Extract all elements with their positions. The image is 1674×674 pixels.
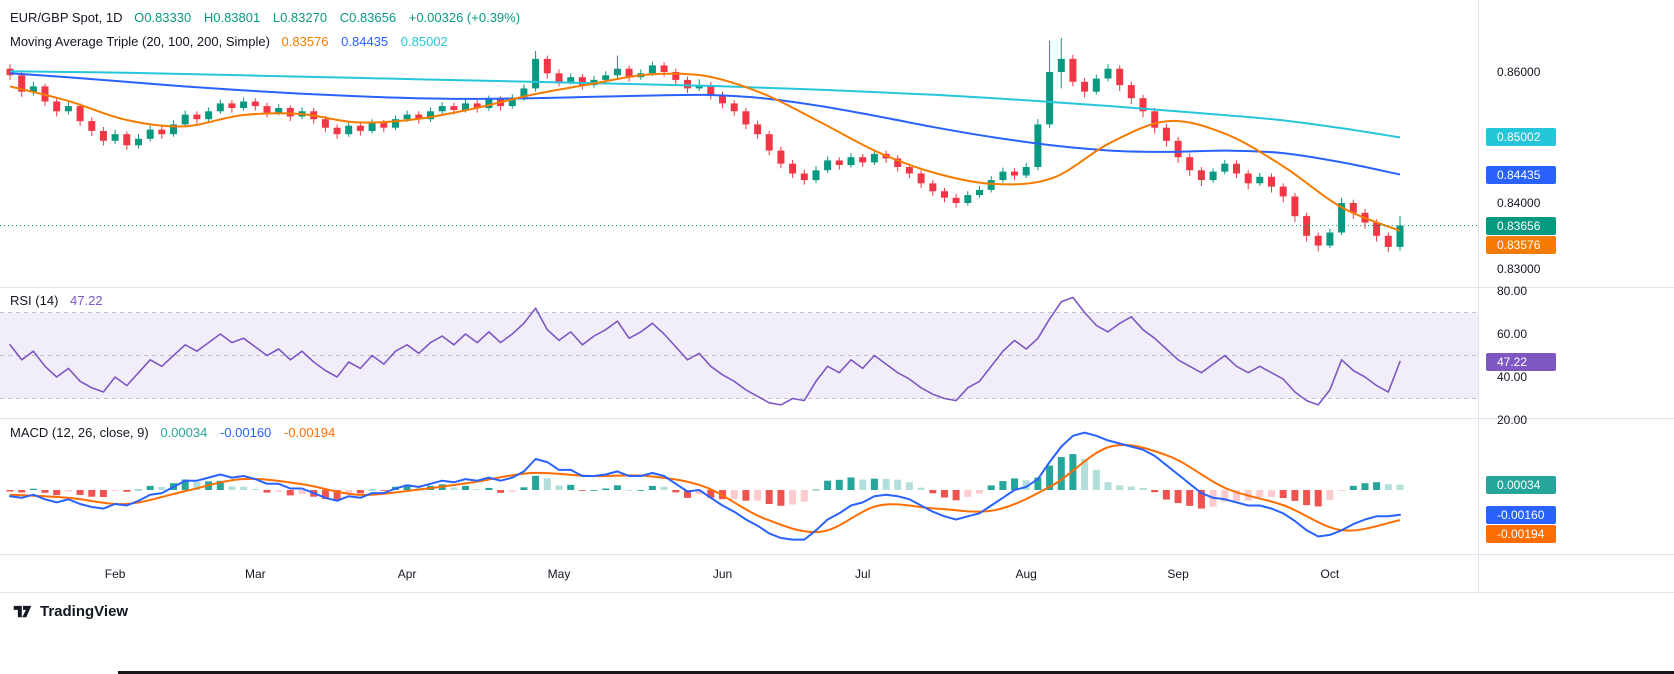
rsi-axis-label: 40.00 — [1497, 370, 1528, 384]
tradingview-logo[interactable]: TradingView — [12, 601, 128, 622]
price-change: +0.00326 (+0.39%) — [408, 10, 521, 25]
price-badge-ma100: 0.84435 — [1486, 165, 1556, 184]
symbol-legend: EUR/GBP Spot, 1D O0.83330 H0.83801 L0.83… — [10, 10, 529, 49]
price-badge-candle_up: 0.83656 — [1486, 216, 1556, 235]
macd-histogram-value: 0.00034 — [160, 425, 208, 440]
rsi-indicator-title[interactable]: RSI (14) — [10, 293, 59, 308]
chart-bottom-border — [0, 592, 1674, 593]
ma-indicator-title[interactable]: Moving Average Triple (20, 100, 200, Sim… — [10, 34, 270, 49]
rsi-legend: RSI (14) 47.22 — [10, 293, 112, 308]
time-axis-label-oct: Oct — [1320, 567, 1340, 581]
rsi-axis-label: 20.00 — [1497, 413, 1528, 427]
time-axis-label-may: May — [547, 567, 571, 581]
price-axis-label: 0.84000 — [1497, 196, 1541, 210]
tradingview-logo-text: TradingView — [40, 603, 129, 620]
time-axis-label-feb: Feb — [104, 567, 126, 581]
time-axis-label-mar: Mar — [244, 567, 266, 581]
rsi-badge: 47.22 — [1486, 352, 1556, 371]
macd-badge-hist_up: 0.00034 — [1486, 475, 1556, 494]
time-axis-label-sep: Sep — [1167, 567, 1189, 581]
ma200-value: 0.85002 — [400, 34, 448, 49]
ohlc-close: C0.83656 — [339, 10, 397, 25]
ohlc-low: L0.83270 — [272, 10, 328, 25]
price-axis-label: 0.83000 — [1497, 261, 1541, 276]
panel-divider-main-rsi — [0, 287, 1674, 288]
rsi-value: 47.22 — [70, 293, 103, 308]
macd-signal-value: -0.00194 — [283, 425, 336, 440]
price-badge-ma20: 0.83576 — [1486, 235, 1556, 254]
rsi-axis-label: 60.00 — [1497, 327, 1528, 341]
price-axis[interactable]: 0.86000 0.84000 0.83000 0.85002 0.84435 0.836… — [1478, 0, 1674, 592]
macd-badge-macd_line: -0.00160 — [1486, 505, 1556, 524]
symbol-title[interactable]: EUR/GBP Spot, 1D — [10, 10, 123, 25]
tradingview-logo-icon — [13, 605, 32, 618]
panel-divider-rsi-macd — [0, 418, 1674, 419]
time-axis-label-jul: Jul — [855, 567, 871, 581]
time-axis[interactable]: Feb Mar Apr May Jun Jul Aug Sep Oct — [0, 554, 1478, 592]
price-axis-border — [1478, 0, 1479, 592]
panel-divider-macd-time — [0, 554, 1674, 555]
macd-legend: MACD (12, 26, close, 9) 0.00034 -0.00160… — [10, 425, 344, 440]
bottom-divider — [118, 671, 1674, 674]
rsi-panel-canvas[interactable] — [0, 287, 1478, 418]
macd-line-value: -0.00160 — [219, 425, 272, 440]
ma100-value: 0.84435 — [341, 34, 389, 49]
macd-badge-macd_signal: -0.00194 — [1486, 524, 1556, 543]
time-axis-label-apr: Apr — [397, 567, 417, 581]
ma20-value: 0.83576 — [281, 34, 329, 49]
macd-panel-canvas[interactable] — [0, 418, 1478, 554]
price-badge-ma200: 0.85002 — [1486, 128, 1556, 147]
price-panel-canvas[interactable] — [0, 0, 1478, 287]
time-axis-label-aug: Aug — [1015, 567, 1037, 581]
time-axis-label-jun: Jun — [712, 567, 733, 581]
ohlc-high: H0.83801 — [203, 10, 261, 25]
rsi-axis-label: 80.00 — [1497, 284, 1528, 298]
price-axis-label: 0.86000 — [1497, 65, 1541, 79]
ohlc-open: O0.83330 — [134, 10, 192, 25]
macd-indicator-title[interactable]: MACD (12, 26, close, 9) — [10, 425, 149, 440]
